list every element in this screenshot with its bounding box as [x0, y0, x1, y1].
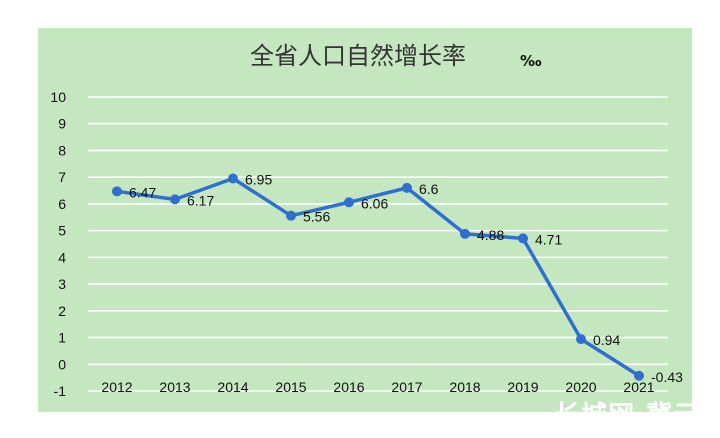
data-label-2013: 6.17 — [187, 192, 214, 208]
data-labels: 6.47 6.17 6.95 5.56 6.06 6.6 4.88 4.71 0.94 -0.43 — [129, 172, 683, 385]
data-point-2014 — [228, 173, 238, 184]
unit-label: ‰ — [520, 52, 542, 70]
data-point-2018 — [460, 228, 470, 239]
data-label-2020: 0.94 — [593, 332, 620, 348]
chart-background — [38, 28, 692, 412]
x-tick-label: 2018 — [449, 379, 480, 395]
data-point-2020 — [576, 334, 586, 345]
y-axis-tick-labels: -1 0 1 2 3 4 5 6 7 8 9 10 — [50, 89, 66, 399]
data-point-2016 — [344, 197, 354, 208]
x-tick-label: 2014 — [217, 379, 248, 395]
x-tick-label: 2012 — [101, 379, 132, 395]
y-tick-label: -1 — [54, 383, 67, 399]
y-tick-label: 4 — [58, 249, 66, 265]
data-points — [112, 173, 644, 381]
y-tick-label: 5 — [58, 223, 66, 239]
chart-title: 全省人口自然增长率 — [250, 42, 466, 70]
data-point-2021 — [634, 370, 644, 381]
y-tick-label: 9 — [58, 116, 66, 132]
watermark: 长城网·冀云 — [554, 401, 700, 431]
y-tick-label: 3 — [58, 276, 66, 292]
data-label-2021: -0.43 — [651, 369, 683, 385]
x-tick-label: 2015 — [275, 379, 306, 395]
data-label-2012: 6.47 — [129, 184, 156, 200]
x-tick-label: 2021 — [623, 379, 654, 395]
y-tick-label: 2 — [58, 303, 66, 319]
x-tick-label: 2017 — [391, 379, 422, 395]
data-point-2019 — [518, 233, 528, 244]
data-label-2019: 4.71 — [535, 231, 562, 247]
x-tick-label: 2020 — [565, 379, 596, 395]
data-point-2015 — [286, 210, 296, 221]
data-point-2012 — [112, 186, 122, 197]
data-label-2017: 6.6 — [419, 181, 439, 197]
data-point-2013 — [170, 194, 180, 205]
gridlines — [88, 96, 668, 392]
x-tick-label: 2016 — [333, 379, 364, 395]
y-tick-label: 10 — [50, 89, 66, 105]
x-tick-label: 2019 — [507, 379, 538, 395]
data-label-2016: 6.06 — [361, 195, 388, 211]
data-label-2014: 6.95 — [245, 172, 272, 188]
data-point-2017 — [402, 182, 412, 193]
x-axis-tick-labels: 2012 2013 2014 2015 2016 2017 2018 2019 2020 2021 — [101, 379, 654, 395]
data-label-2018: 4.88 — [477, 227, 504, 243]
y-tick-label: 6 — [58, 196, 66, 212]
x-tick-label: 2013 — [159, 379, 190, 395]
y-tick-label: 7 — [58, 169, 66, 185]
y-tick-label: 1 — [58, 330, 66, 346]
y-tick-label: 8 — [58, 142, 66, 158]
y-tick-label: 0 — [58, 356, 66, 372]
data-label-2015: 5.56 — [303, 209, 330, 225]
series-line — [115, 176, 641, 378]
